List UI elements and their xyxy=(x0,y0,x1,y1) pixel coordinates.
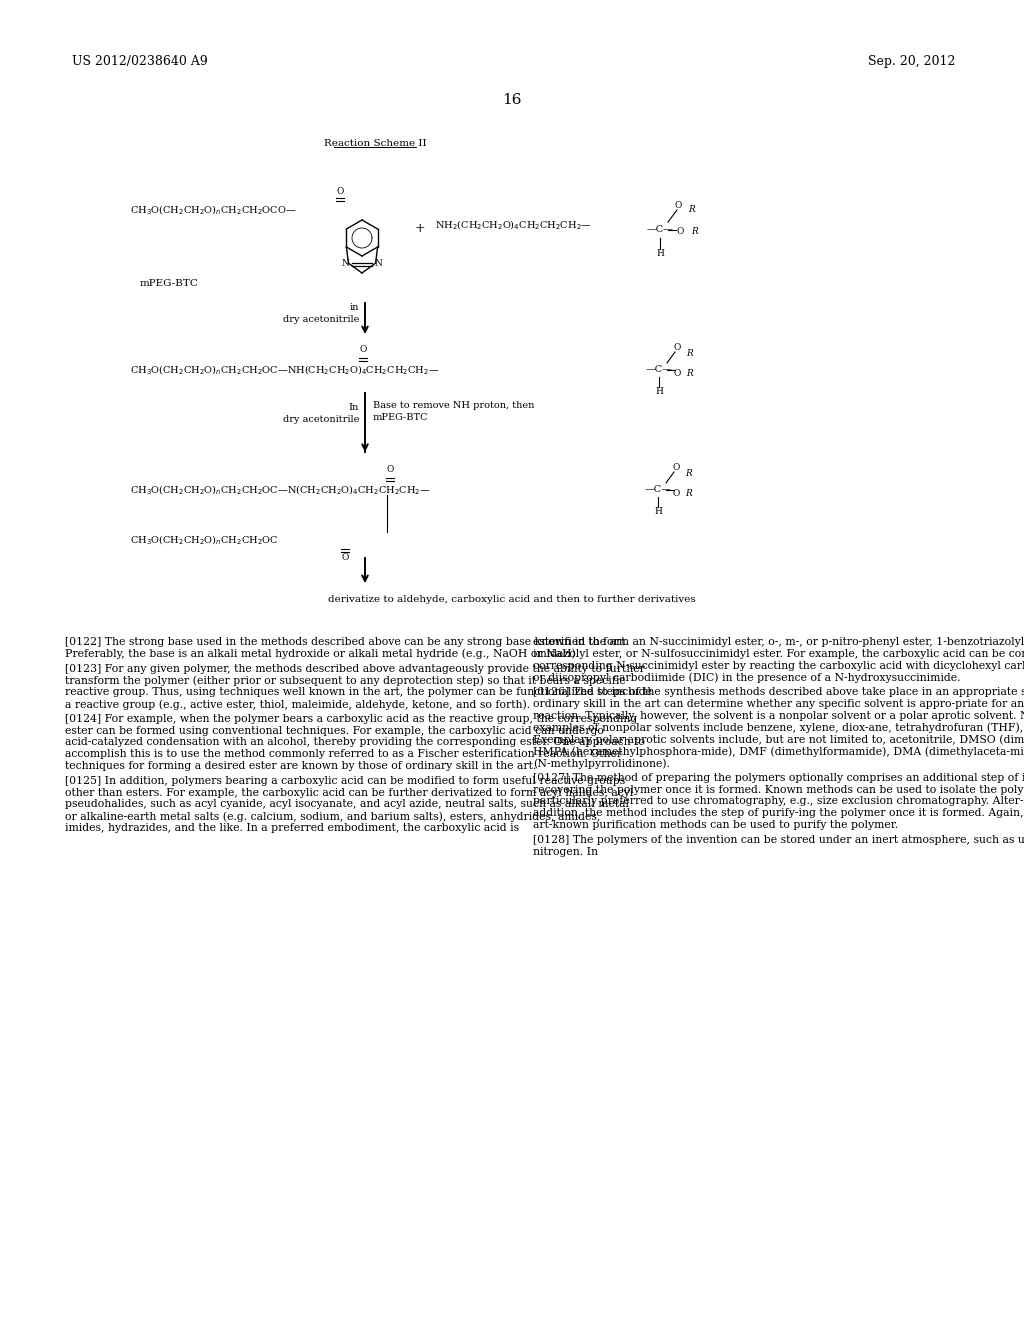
Text: CH$_3$O(CH$_2$CH$_2$O)$_n$CH$_2$CH$_2$OC—NH(CH$_2$CH$_2$O)$_4$CH$_2$CH$_2$CH$_2$: CH$_3$O(CH$_2$CH$_2$O)$_n$CH$_2$CH$_2$OC… xyxy=(130,363,439,376)
Text: accomplish this is to use the method commonly referred to as a Fischer esterific: accomplish this is to use the method com… xyxy=(65,750,623,759)
Text: HMPA (hexamethylphosphora-mide), DMF (dimethylformamide), DMA (dimethylaceta-mid: HMPA (hexamethylphosphora-mide), DMF (di… xyxy=(534,746,1024,756)
Text: H: H xyxy=(654,507,662,516)
Text: dry acetonitrile: dry acetonitrile xyxy=(283,315,359,325)
Text: dry acetonitrile: dry acetonitrile xyxy=(283,416,359,425)
Text: transform the polymer (either prior or subsequent to any deprotection step) so t: transform the polymer (either prior or s… xyxy=(65,676,626,686)
Text: ordinary skill in the art can determine whether any specific solvent is appro-pr: ordinary skill in the art can determine … xyxy=(534,700,1024,709)
Text: 16: 16 xyxy=(502,92,522,107)
Text: R: R xyxy=(686,490,692,499)
Text: NH$_2$(CH$_2$CH$_2$O)$_4$CH$_2$CH$_2$CH$_2$—: NH$_2$(CH$_2$CH$_2$O)$_4$CH$_2$CH$_2$CH$… xyxy=(435,218,592,232)
Text: or diisopropyl carbodiimide (DIC) in the presence of a N-hydroxysuccinimide.: or diisopropyl carbodiimide (DIC) in the… xyxy=(534,672,961,682)
Text: other than esters. For example, the carboxylic acid can be further derivatized t: other than esters. For example, the carb… xyxy=(65,788,634,797)
Text: R: R xyxy=(691,227,698,236)
Text: acid-catalyzed condensation with an alcohol, thereby providing the corresponding: acid-catalyzed condensation with an alco… xyxy=(65,738,645,747)
Text: [0123] For any given polymer, the methods described above advantageously provide: [0123] For any given polymer, the method… xyxy=(65,664,645,673)
Text: [0128] The polymers of the invention can be stored under an inert atmosphere, su: [0128] The polymers of the invention can… xyxy=(534,834,1024,845)
Text: O: O xyxy=(674,370,681,379)
Text: —C—: —C— xyxy=(646,226,674,235)
Text: (N-methylpyrrolidinone).: (N-methylpyrrolidinone). xyxy=(534,758,670,768)
Text: particularly preferred to use chromatography, e.g., size exclusion chromatograph: particularly preferred to use chromatogr… xyxy=(534,796,1024,807)
Text: reaction. Typically, however, the solvent is a nonpolar solvent or a polar aprot: reaction. Typically, however, the solven… xyxy=(534,710,1024,721)
Text: O: O xyxy=(386,466,393,474)
Text: or alkaline-earth metal salts (e.g. calcium, sodium, and barium salts), esters, : or alkaline-earth metal salts (e.g. calc… xyxy=(65,812,600,822)
Text: R: R xyxy=(686,470,692,479)
Text: in: in xyxy=(349,304,359,313)
Text: O: O xyxy=(359,346,367,355)
Text: recovering the polymer once it is formed. Known methods can be used to isolate t: recovering the polymer once it is formed… xyxy=(534,784,1024,795)
Text: CH$_3$O(CH$_2$CH$_2$O)$_n$CH$_2$CH$_2$OCO—: CH$_3$O(CH$_2$CH$_2$O)$_n$CH$_2$CH$_2$OC… xyxy=(130,203,297,216)
Text: H: H xyxy=(655,388,663,396)
Text: [0125] In addition, polymers bearing a carboxylic acid can be modified to form u: [0125] In addition, polymers bearing a c… xyxy=(65,776,626,785)
Text: mPEG-BTC: mPEG-BTC xyxy=(373,413,428,422)
Text: [0122] The strong base used in the methods described above can be any strong bas: [0122] The strong base used in the metho… xyxy=(65,638,629,647)
Text: CH$_3$O(CH$_2$CH$_2$O)$_n$CH$_2$CH$_2$OC: CH$_3$O(CH$_2$CH$_2$O)$_n$CH$_2$CH$_2$OC xyxy=(130,533,279,546)
Text: techniques for forming a desired ester are known by those of ordinary skill in t: techniques for forming a desired ester a… xyxy=(65,762,537,771)
Text: R: R xyxy=(687,370,693,379)
Text: O: O xyxy=(675,202,682,210)
Text: +: + xyxy=(415,222,425,235)
Text: —C—: —C— xyxy=(644,486,672,495)
Text: N: N xyxy=(375,259,383,268)
Text: addition, the method includes the step of purify-ing the polymer once it is form: addition, the method includes the step o… xyxy=(534,808,1024,818)
Text: —C—: —C— xyxy=(645,366,673,375)
Text: a reactive group (e.g., active ester, thiol, maleimide, aldehyde, ketone, and so: a reactive group (e.g., active ester, th… xyxy=(65,700,530,710)
Text: Reaction Scheme II: Reaction Scheme II xyxy=(324,139,426,148)
Text: [0126] The steps of the synthesis methods described above take place in an appro: [0126] The steps of the synthesis method… xyxy=(534,688,1024,697)
Text: [0127] The method of preparing the polymers optionally comprises an additional s: [0127] The method of preparing the polym… xyxy=(534,772,1024,783)
Text: imides, hydrazides, and the like. In a preferred embodiment, the carboxylic acid: imides, hydrazides, and the like. In a p… xyxy=(65,822,519,833)
Text: imidazolyl ester, or N-sulfosuccinimidyl ester. For example, the carboxylic acid: imidazolyl ester, or N-sulfosuccinimidyl… xyxy=(534,649,1024,659)
Text: O: O xyxy=(676,227,684,236)
Text: derivatize to aldehyde, carboxylic acid and then to further derivatives: derivatize to aldehyde, carboxylic acid … xyxy=(328,595,696,605)
Text: H: H xyxy=(656,249,664,259)
Text: Exemplary polar aprotic solvents include, but are not limited to, acetonitrile, : Exemplary polar aprotic solvents include… xyxy=(534,734,1024,744)
Text: O: O xyxy=(673,463,680,473)
Text: O: O xyxy=(674,343,681,352)
Text: [0124] For example, when the polymer bears a carboxylic acid as the reactive gro: [0124] For example, when the polymer bea… xyxy=(65,714,637,723)
Text: nitrogen. In: nitrogen. In xyxy=(534,846,598,857)
Text: Base to remove NH proton, then: Base to remove NH proton, then xyxy=(373,401,535,411)
Text: O: O xyxy=(336,187,344,197)
Text: esterified to form an N-succinimidyl ester, o-, m-, or p-nitro-phenyl ester, 1-b: esterified to form an N-succinimidyl est… xyxy=(534,638,1024,647)
Text: O: O xyxy=(673,490,680,499)
Text: In: In xyxy=(349,404,359,412)
Text: ester can be formed using conventional techniques. For example, the carboxylic a: ester can be formed using conventional t… xyxy=(65,726,604,735)
Text: art-known purification methods can be used to purify the polymer.: art-known purification methods can be us… xyxy=(534,820,898,830)
Text: reactive group. Thus, using techniques well known in the art, the polymer can be: reactive group. Thus, using techniques w… xyxy=(65,688,652,697)
Text: pseudohalides, such as acyl cyanide, acyl isocyanate, and acyl azide, neutral sa: pseudohalides, such as acyl cyanide, acy… xyxy=(65,800,629,809)
Text: R: R xyxy=(687,350,693,359)
Text: Sep. 20, 2012: Sep. 20, 2012 xyxy=(867,55,955,69)
Text: US 2012/0238640 A9: US 2012/0238640 A9 xyxy=(72,55,208,69)
Text: Preferably, the base is an alkali metal hydroxide or alkali metal hydride (e.g.,: Preferably, the base is an alkali metal … xyxy=(65,649,580,660)
Text: CH$_3$O(CH$_2$CH$_2$O)$_n$CH$_2$CH$_2$OC—N(CH$_2$CH$_2$O)$_4$CH$_2$CH$_2$CH$_2$—: CH$_3$O(CH$_2$CH$_2$O)$_n$CH$_2$CH$_2$OC… xyxy=(130,483,431,496)
Text: mPEG-BTC: mPEG-BTC xyxy=(140,279,199,288)
Text: corresponding N-succinimidyl ester by reacting the carboxylic acid with dicycloh: corresponding N-succinimidyl ester by re… xyxy=(534,660,1024,671)
Text: O: O xyxy=(341,553,349,562)
Text: examples of nonpolar solvents include benzene, xylene, diox-ane, tetrahydrofuran: examples of nonpolar solvents include be… xyxy=(534,722,1024,733)
Text: N: N xyxy=(341,259,349,268)
Text: R: R xyxy=(688,206,695,214)
